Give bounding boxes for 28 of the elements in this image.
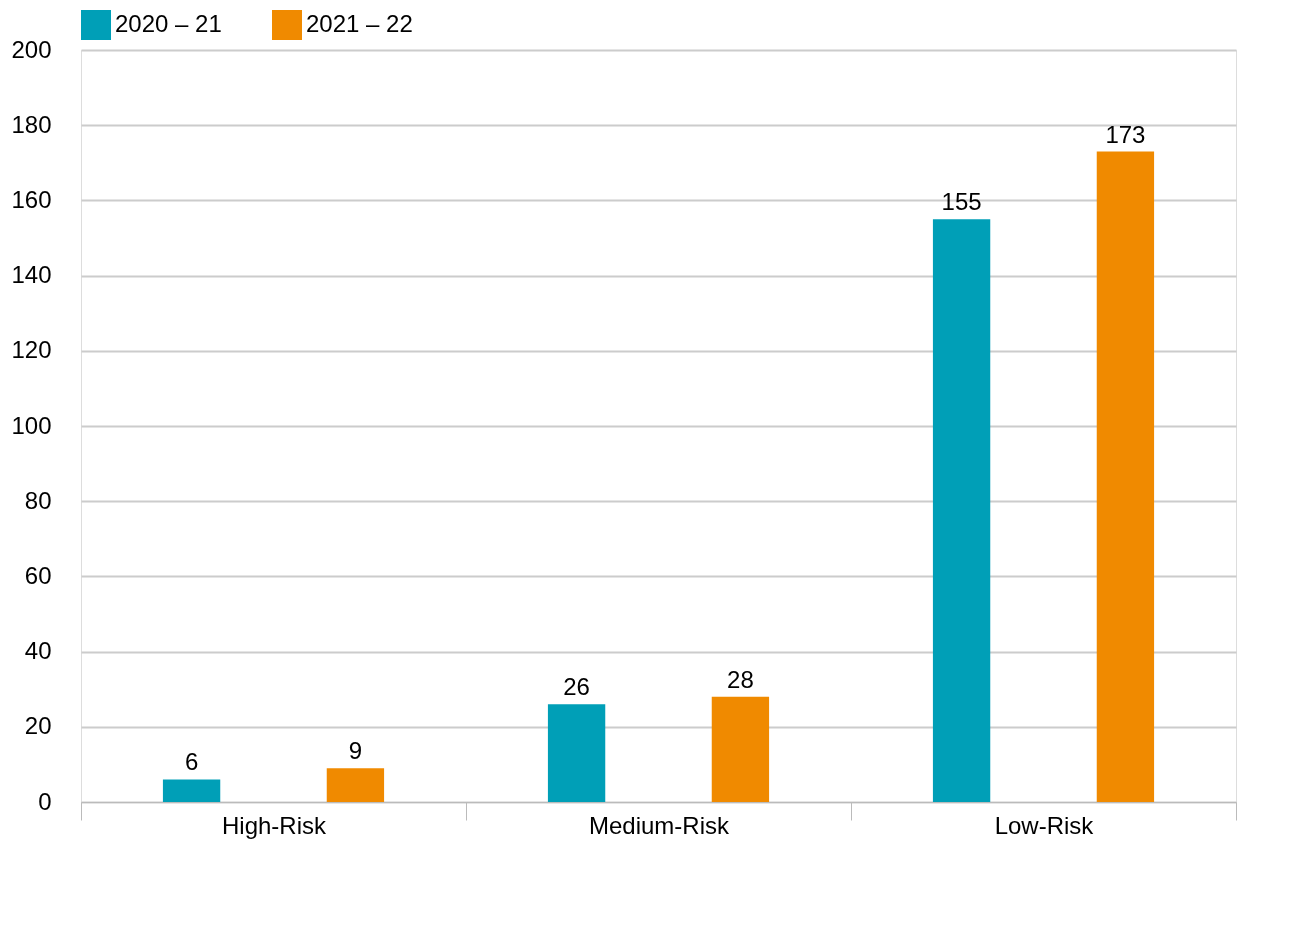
y-tick-label: 40 xyxy=(24,637,52,665)
data-label: 6 xyxy=(184,748,199,776)
legend-label: 2020 – 21 xyxy=(115,10,222,37)
y-tick-label: 200 xyxy=(11,35,52,63)
data-label: 155 xyxy=(941,188,982,216)
data-label: 28 xyxy=(727,665,754,693)
data-label: 9 xyxy=(348,737,363,765)
y-tick-label: 60 xyxy=(24,561,52,589)
legend-label: 2021 – 22 xyxy=(306,10,413,37)
y-tick-label: 140 xyxy=(11,261,52,289)
y-tick-label: 20 xyxy=(24,712,52,740)
x-tick-label: Low-Risk xyxy=(994,811,1095,839)
y-tick-label: 80 xyxy=(24,486,52,514)
y-tick-label: 0 xyxy=(38,787,52,815)
bar xyxy=(547,704,606,802)
y-tick-label: 100 xyxy=(11,411,52,439)
x-tick-label: High-Risk xyxy=(221,811,328,839)
bar xyxy=(162,779,221,802)
data-label: 173 xyxy=(1105,120,1146,148)
bar xyxy=(711,696,770,802)
data-label: 26 xyxy=(563,673,590,701)
bar xyxy=(326,768,385,802)
y-tick-label: 160 xyxy=(11,185,52,213)
y-tick-label: 180 xyxy=(11,110,52,138)
bar xyxy=(1096,151,1155,802)
y-tick-label: 120 xyxy=(11,336,52,364)
x-tick-label: Medium-Risk xyxy=(588,811,731,839)
bar xyxy=(932,219,991,802)
